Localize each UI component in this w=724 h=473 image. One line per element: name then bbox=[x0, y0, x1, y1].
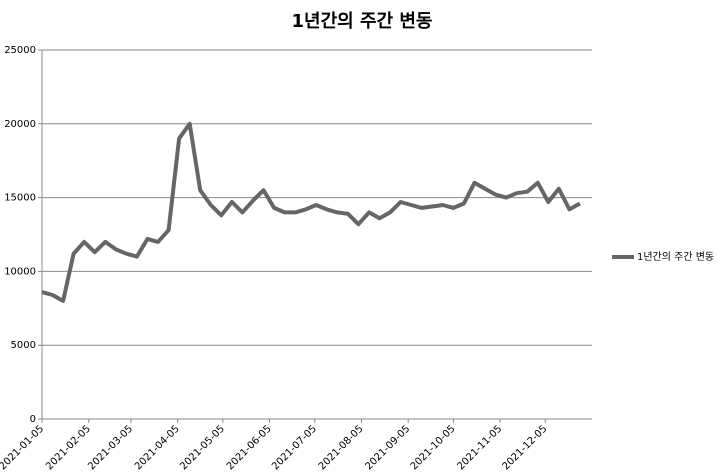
legend-label: 1년간의 주간 변동 bbox=[637, 251, 714, 263]
y-tick-label: 0 bbox=[30, 414, 36, 425]
y-tick-label: 15000 bbox=[4, 193, 36, 204]
chart-title: 1년간의 주간 변동 bbox=[292, 11, 433, 32]
y-tick-label: 20000 bbox=[4, 119, 36, 130]
data-line bbox=[41, 121, 581, 303]
y-tick-label: 25000 bbox=[4, 45, 36, 56]
y-tick-label: 10000 bbox=[4, 266, 36, 277]
y-tick-label: 5000 bbox=[11, 340, 36, 351]
